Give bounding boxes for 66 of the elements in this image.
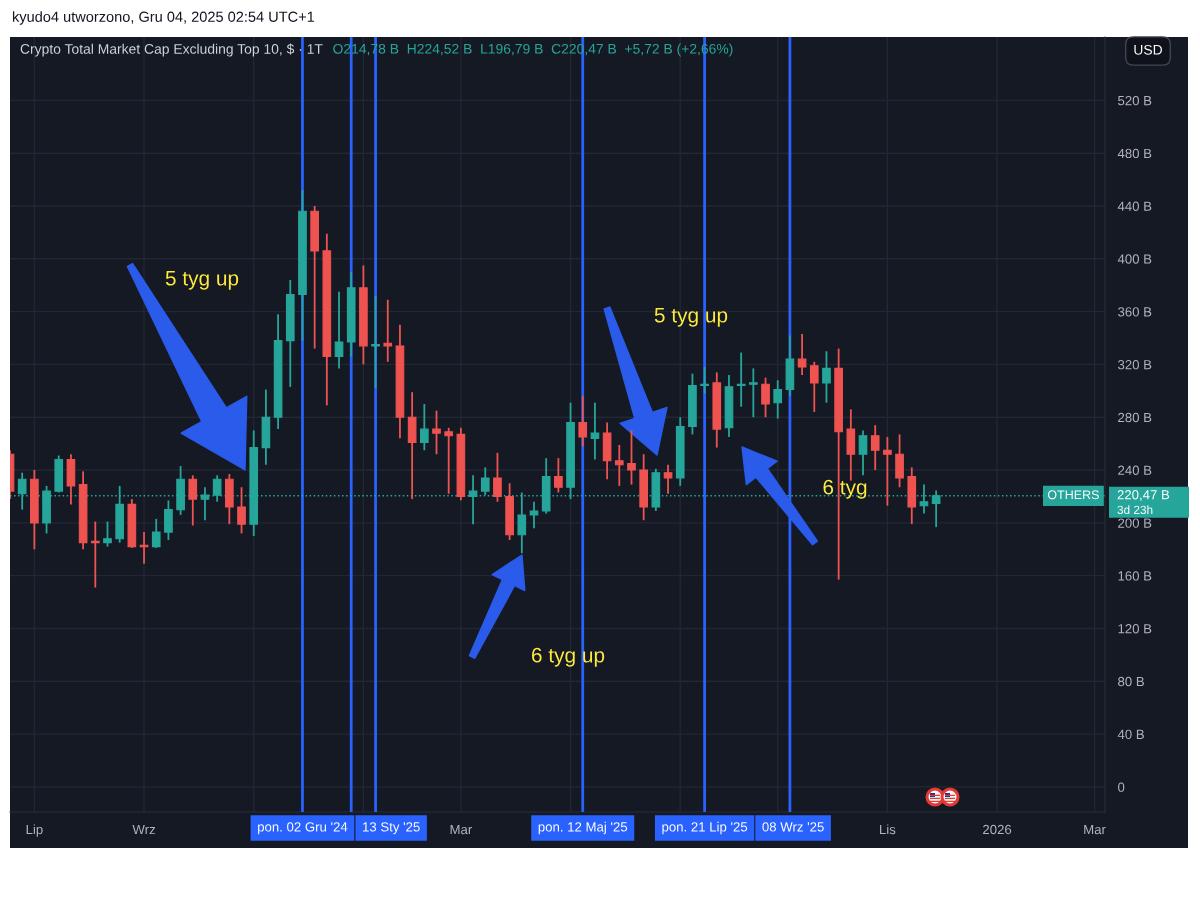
candlestick	[444, 426, 454, 495]
y-tick-label: 120 B	[1118, 624, 1152, 634]
y-tick-label: 320 B	[1118, 360, 1152, 370]
ref-line-label: 13 Sty '25	[363, 822, 420, 835]
ref-line-label: 08 Wrz '25	[762, 822, 824, 832]
candlestick	[883, 436, 892, 507]
x-tick-label: 2026	[983, 824, 1012, 835]
candlestick	[237, 486, 246, 535]
ref-line-label: 220,47 B	[1117, 490, 1170, 501]
candlestick	[797, 333, 807, 376]
candlestick	[895, 433, 904, 489]
candlestick	[164, 499, 173, 541]
y-tick-label: 520 B	[1118, 95, 1152, 106]
y-tick-label: 0	[1118, 782, 1125, 792]
ref-line-label: pon. 21 Lip '25	[662, 821, 748, 835]
annotation: 5 tyg up	[165, 271, 239, 290]
y-tick-label: 480 B	[1117, 148, 1152, 159]
text: 3d 23h	[1117, 505, 1153, 514]
candlestick	[870, 424, 880, 471]
x-tick-label: Lis	[880, 824, 896, 835]
candlestick	[554, 457, 563, 494]
text: USD	[1134, 44, 1162, 55]
candlestick	[103, 520, 112, 548]
candlestick	[590, 401, 600, 461]
candlestick	[822, 350, 831, 404]
candlestick	[773, 379, 783, 420]
candlestick	[188, 474, 198, 527]
candlestick	[749, 367, 758, 419]
x-tick-label: Mar	[1084, 824, 1106, 835]
y-tick-label: 400 B	[1117, 254, 1152, 264]
candlestick	[614, 444, 624, 487]
y-tick-label: 440 B	[1117, 201, 1152, 211]
candlestick	[432, 409, 441, 456]
candlestick	[90, 520, 100, 589]
ref-line-label: pon. 02 Gru '24	[258, 822, 348, 835]
y-tick-label: 160 B	[1118, 571, 1152, 581]
annotation: 5 tyg up	[654, 308, 728, 327]
y-tick-label: 80 B	[1118, 676, 1144, 687]
chart-subtitle: Crypto Total Market Cap Excluding Top 10, $ · 1T	[20, 43, 323, 57]
y-tick-label: 280 B	[1118, 412, 1152, 423]
candlestick	[371, 294, 380, 390]
y-tick-label: 200 B	[1118, 518, 1152, 528]
y-tick-label: 360 B	[1118, 307, 1152, 317]
x-tick-label: Lip	[26, 824, 43, 837]
candlestick	[736, 351, 746, 408]
x-tick-label: Wrz	[132, 824, 155, 835]
candlestick	[627, 429, 636, 486]
candlestick	[858, 429, 868, 477]
ref-line-label: pon. 12 Maj '25	[538, 821, 628, 835]
candlestick	[493, 451, 502, 503]
candlestick	[334, 290, 344, 370]
candlestick	[383, 298, 393, 363]
annotation: 6 tyg	[823, 479, 867, 499]
candlestick	[419, 403, 429, 452]
candlestick	[578, 395, 588, 448]
y-tick-label: 40 B	[1117, 729, 1144, 740]
chart-title: kyudo4 utworzono, Gru 04, 2025 02:54 UTC+1	[12, 11, 315, 25]
y-tick-label: 240 B	[1118, 465, 1152, 475]
annotation: OTHERS	[1047, 490, 1099, 500]
candlestick	[663, 463, 673, 495]
candlestick	[529, 500, 539, 530]
x-tick-label: Mar	[450, 824, 473, 835]
candlestick	[761, 376, 770, 419]
candlestick	[151, 517, 161, 549]
candlestick	[809, 360, 819, 413]
candlestick	[700, 366, 709, 395]
